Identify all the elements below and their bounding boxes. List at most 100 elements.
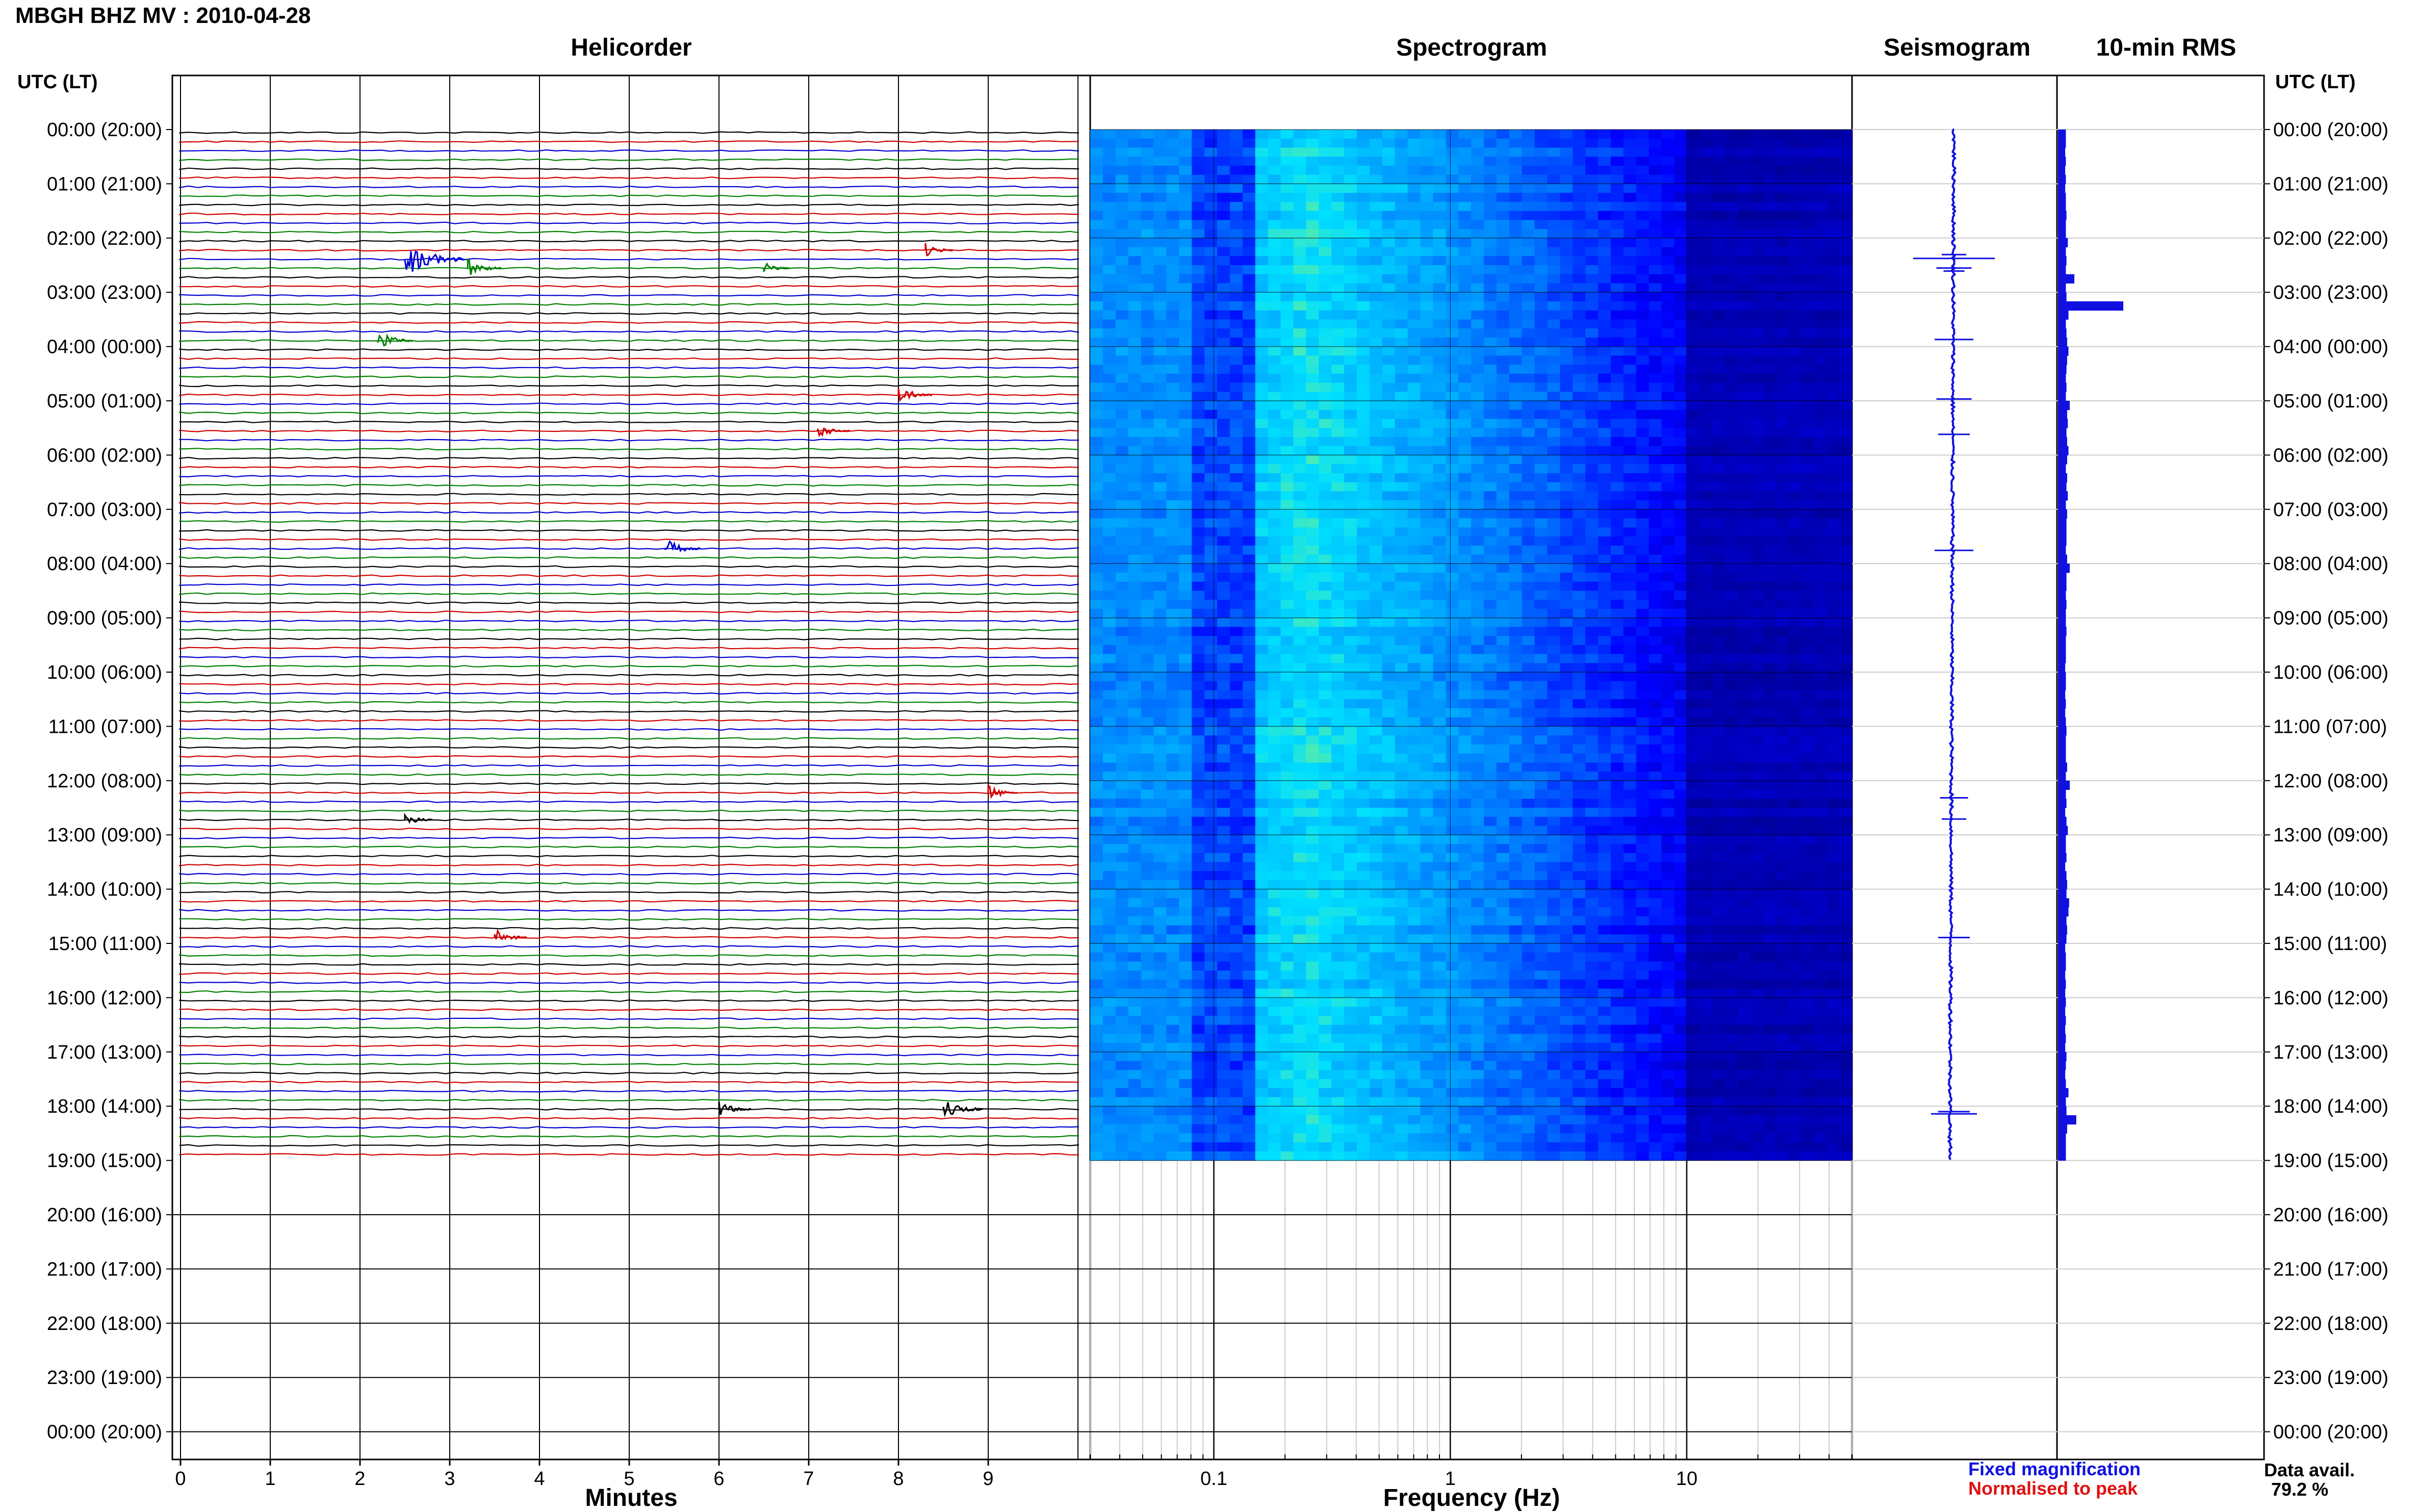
- spectrogram-cell: [1395, 681, 1408, 690]
- spectrogram-cell: [1611, 464, 1624, 473]
- spectrogram-cell: [1497, 826, 1510, 835]
- spectrogram-cell: [1230, 555, 1243, 564]
- spectrogram-cell: [1217, 772, 1230, 781]
- spectrogram-cell: [1154, 401, 1167, 410]
- spectrogram-cell: [1547, 600, 1560, 609]
- spectrogram-cell: [1090, 663, 1103, 672]
- spectrogram-cell: [1801, 726, 1814, 735]
- spectrogram-cell: [1154, 817, 1167, 826]
- spectrogram-cell: [1662, 618, 1675, 627]
- spectrogram-cell: [1535, 817, 1548, 826]
- spectrogram-cell: [1585, 627, 1599, 636]
- spectrogram-cell: [1141, 139, 1154, 148]
- spectrogram-cell: [1839, 148, 1853, 157]
- spectrogram-cell: [1725, 645, 1738, 654]
- spectrogram-cell: [1751, 519, 1764, 528]
- spectrogram-cell: [1624, 211, 1637, 220]
- spectrogram-cell: [1420, 338, 1433, 347]
- spectrogram-cell: [1751, 292, 1764, 301]
- spectrogram-cell: [1458, 175, 1472, 184]
- spectrogram-cell: [1382, 265, 1396, 274]
- spectrogram-cell: [1420, 193, 1433, 202]
- spectrogram-cell: [1789, 745, 1802, 754]
- spectrogram-cell: [1801, 473, 1814, 482]
- spectrogram-cell: [1204, 717, 1218, 727]
- spectrogram-cell: [1357, 437, 1370, 446]
- spectrogram-cell: [1547, 256, 1560, 265]
- spectrogram-cell: [1458, 202, 1472, 211]
- spectrogram-cell: [1179, 527, 1192, 536]
- spectrogram-cell: [1751, 726, 1764, 735]
- spectrogram-cell: [1357, 546, 1370, 555]
- spectrogram-cell: [1331, 238, 1345, 247]
- spectrogram-cell: [1204, 211, 1218, 220]
- spectrogram-cell: [1103, 582, 1116, 591]
- spectrogram-cell: [1700, 139, 1713, 148]
- spectrogram-cell: [1382, 717, 1396, 727]
- spectrogram-cell: [1547, 211, 1560, 220]
- spectrogram-cell: [1395, 536, 1408, 546]
- spectrogram-cell: [1446, 573, 1459, 582]
- spectrogram-cell: [1395, 392, 1408, 401]
- spectrogram-cell: [1230, 600, 1243, 609]
- spectrogram-cell: [1331, 247, 1345, 257]
- spectrogram-cell: [1204, 555, 1218, 564]
- spectrogram-cell: [1725, 519, 1738, 528]
- spectrogram-cell: [1827, 799, 1840, 808]
- spectrogram-cell: [1344, 148, 1357, 157]
- spectrogram-cell: [1357, 202, 1370, 211]
- spectrogram-cell: [1725, 437, 1738, 446]
- spectrogram-cell: [1560, 311, 1573, 320]
- spectrogram-cell: [1357, 609, 1370, 618]
- spectrogram-cell: [1166, 338, 1179, 347]
- spectrogram-cell: [1624, 762, 1637, 772]
- spectrogram-cell: [1192, 853, 1205, 862]
- spectrogram-cell: [1789, 455, 1802, 464]
- spectrogram-cell: [1154, 690, 1167, 700]
- spectrogram-cell: [1204, 527, 1218, 536]
- spectrogram-cell: [1700, 555, 1713, 564]
- spectrogram-cell: [1382, 311, 1396, 320]
- spectrogram-cell: [1700, 636, 1713, 645]
- spectrogram-cell: [1484, 582, 1497, 591]
- spectrogram-cell: [1090, 790, 1103, 799]
- spectrogram-cell: [1204, 609, 1218, 618]
- spectrogram-cell: [1827, 347, 1840, 356]
- spectrogram-cell: [1751, 772, 1764, 781]
- spectrogram-cell: [1420, 446, 1433, 455]
- spectrogram-cell: [1217, 238, 1230, 247]
- spectrogram-cell: [1204, 699, 1218, 708]
- spectrogram-cell: [1725, 374, 1738, 383]
- spectrogram-cell: [1154, 708, 1167, 717]
- spectrogram-cell: [1090, 175, 1103, 184]
- spectrogram-cell: [1395, 184, 1408, 193]
- spectrogram-cell: [1458, 238, 1472, 247]
- spectrogram-cell: [1687, 609, 1700, 618]
- spectrogram-cell: [1827, 563, 1840, 573]
- spectrogram-cell: [1484, 762, 1497, 772]
- spectrogram-cell: [1522, 699, 1535, 708]
- spectrogram-cell: [1522, 410, 1535, 419]
- spectrogram-cell: [1166, 265, 1179, 274]
- spectrogram-cell: [1408, 699, 1421, 708]
- spectrogram-cell: [1331, 519, 1345, 528]
- spectrogram-cell: [1433, 374, 1446, 383]
- spectrogram-cell: [1433, 175, 1446, 184]
- spectrogram-cell: [1458, 401, 1472, 410]
- spectrogram-cell: [1128, 338, 1142, 347]
- spectrogram-cell: [1611, 157, 1624, 166]
- spectrogram-cell: [1725, 256, 1738, 265]
- spectrogram-cell: [1395, 726, 1408, 735]
- spectrogram-cell: [1738, 509, 1751, 519]
- spectrogram-cell: [1395, 211, 1408, 220]
- spectrogram-cell: [1268, 491, 1281, 500]
- spectrogram-cell: [1408, 835, 1421, 844]
- spectrogram-cell: [1230, 817, 1243, 826]
- spectrogram-cell: [1370, 229, 1383, 238]
- spectrogram-cell: [1751, 419, 1764, 428]
- spectrogram-cell: [1382, 455, 1396, 464]
- spectrogram-cell: [1458, 301, 1472, 311]
- spectrogram-cell: [1839, 519, 1853, 528]
- spectrogram-cell: [1116, 410, 1129, 419]
- spectrogram-cell: [1611, 265, 1624, 274]
